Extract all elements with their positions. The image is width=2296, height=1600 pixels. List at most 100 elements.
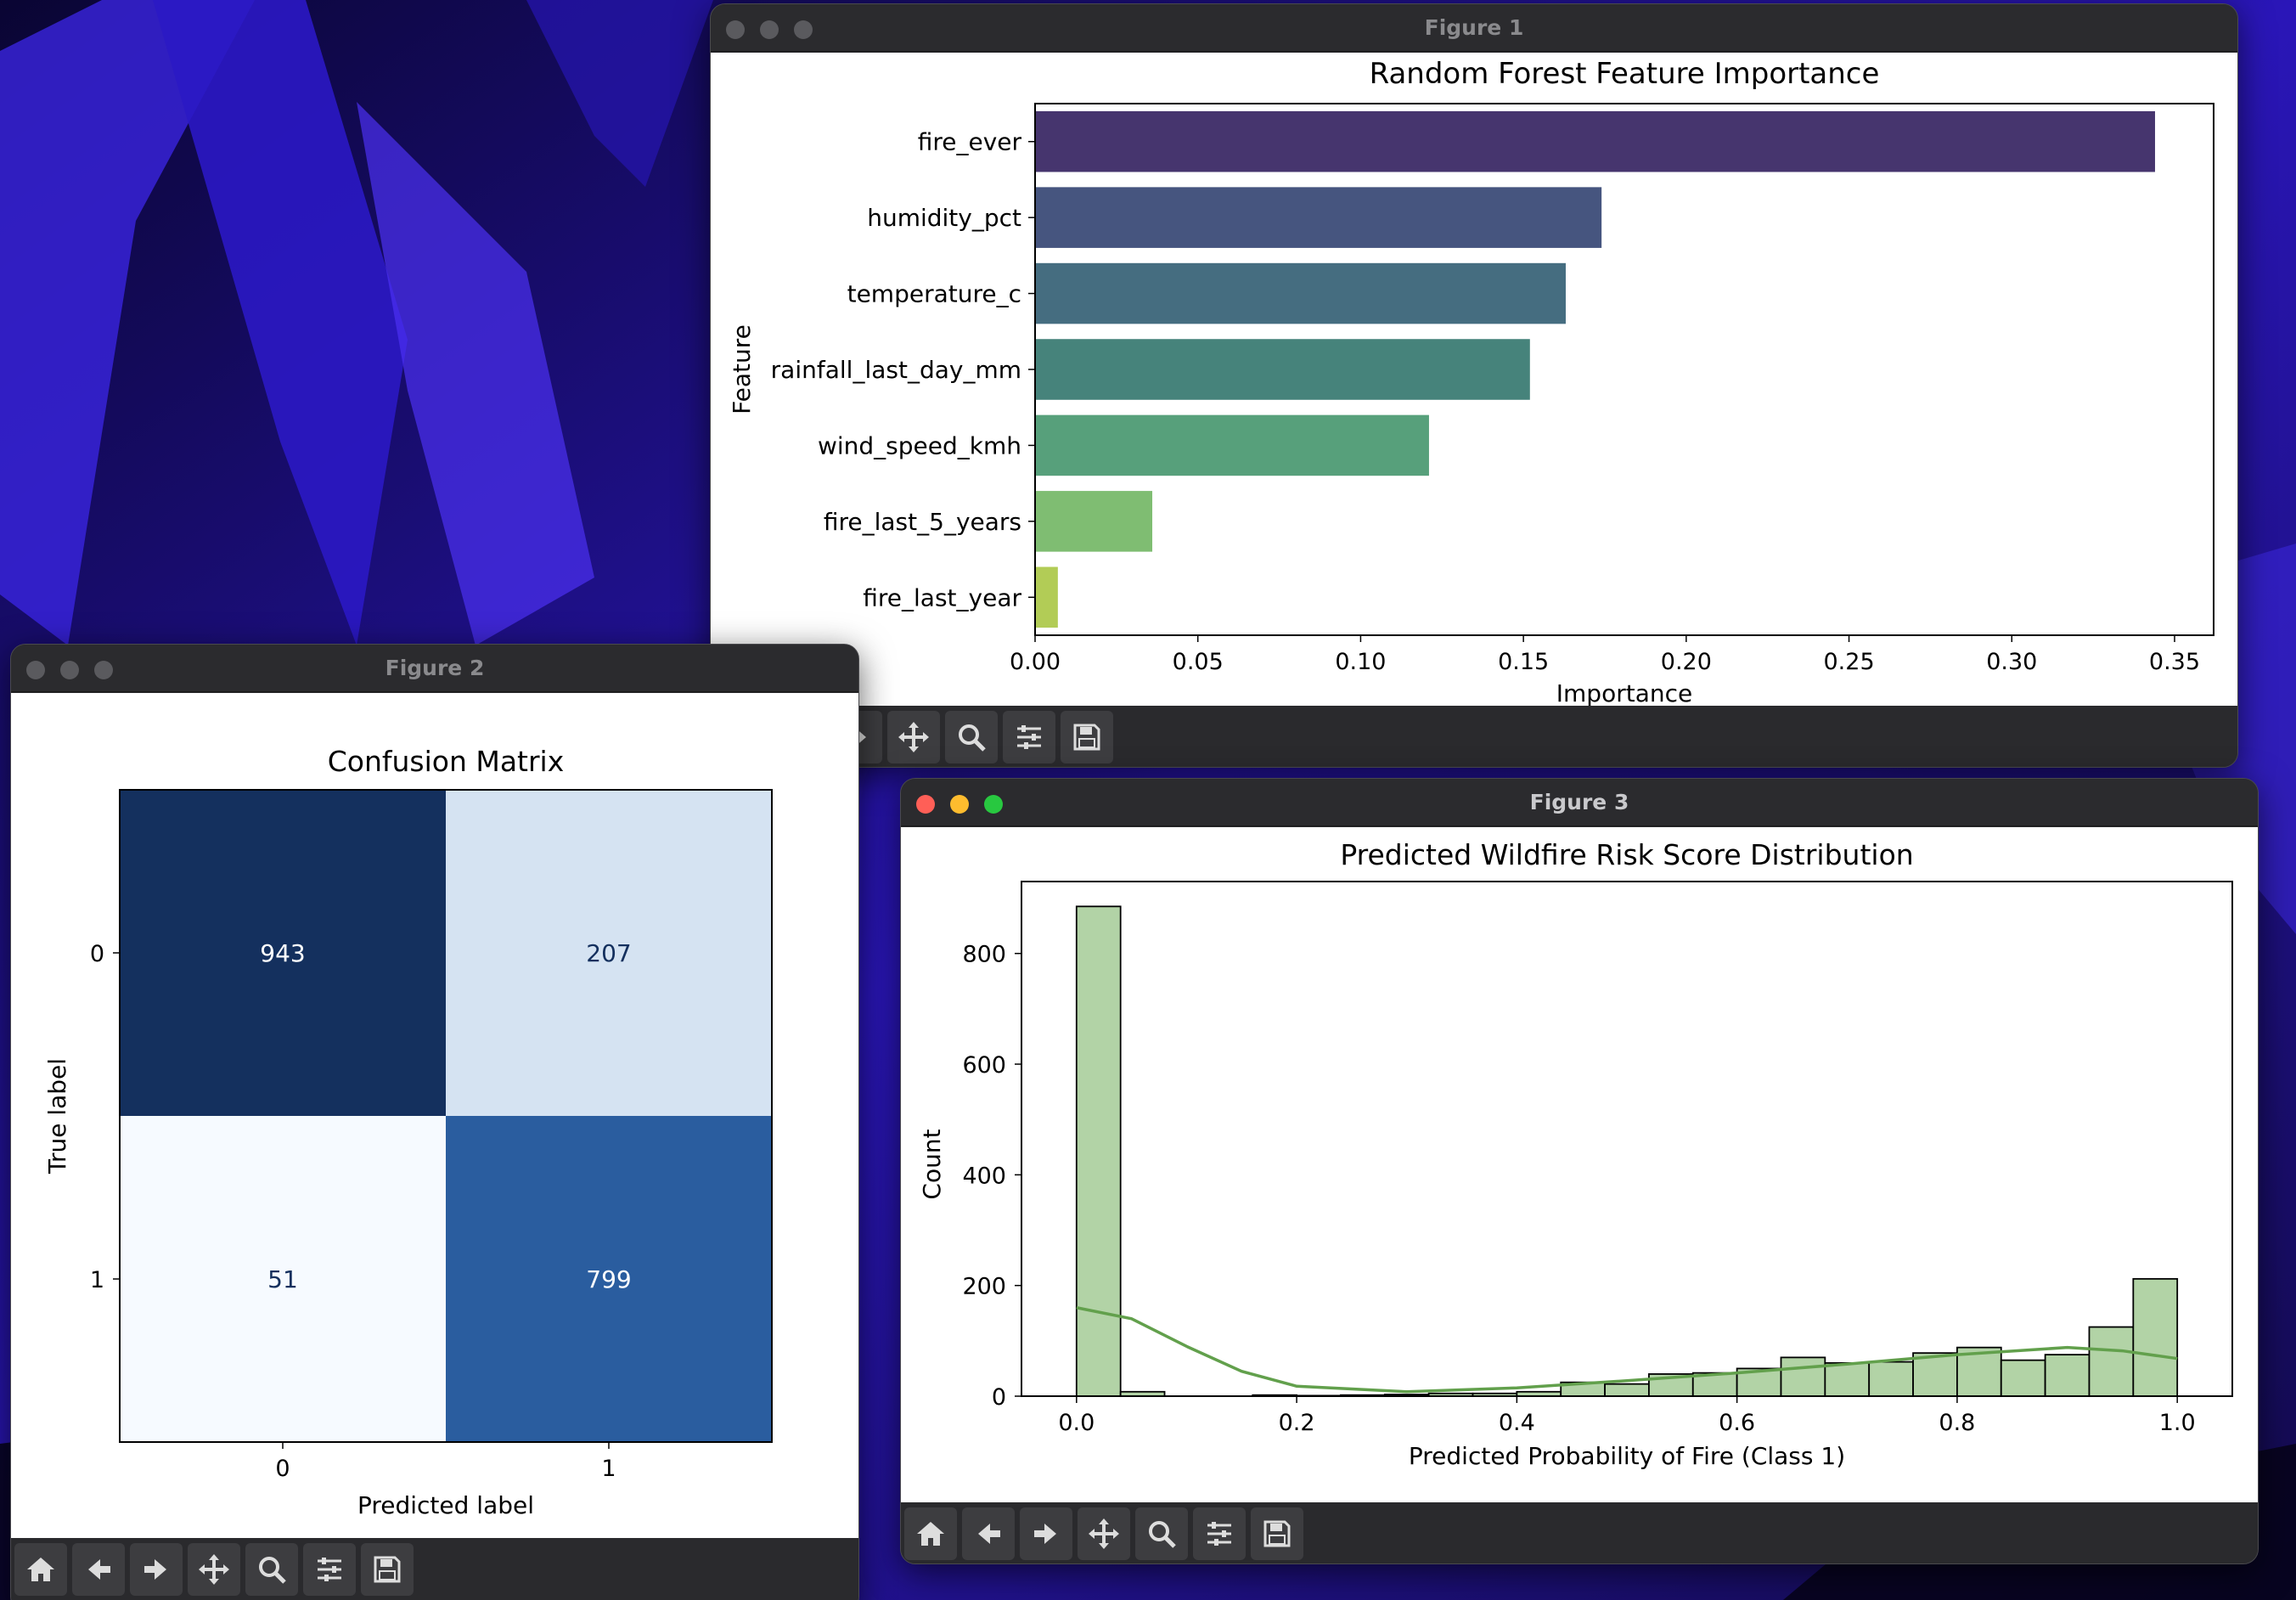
pan-icon bbox=[898, 722, 929, 752]
cell-value: 207 bbox=[586, 939, 631, 967]
zoom-button[interactable] bbox=[1135, 1507, 1188, 1560]
bar bbox=[1035, 339, 1530, 400]
forward-arrow-icon bbox=[1034, 1524, 1056, 1544]
x-tick-label: 0.35 bbox=[2149, 649, 2200, 675]
minimize-icon[interactable] bbox=[760, 20, 779, 39]
figure-2-titlebar[interactable]: Figure 2 bbox=[11, 645, 858, 692]
zoom-window-icon[interactable] bbox=[794, 20, 813, 39]
configure-subplots-button[interactable] bbox=[1193, 1507, 1246, 1560]
y-axis-label: Count bbox=[918, 1129, 946, 1199]
back-arrow-icon bbox=[978, 1524, 1000, 1544]
risk-distribution-chart: Predicted Wildfire Risk Score Distributi… bbox=[918, 838, 2233, 1470]
configure-subplots-button[interactable] bbox=[1003, 711, 1055, 763]
y-tick-label: fire_last_year bbox=[863, 583, 1021, 611]
y-tick-label: 200 bbox=[962, 1274, 1006, 1300]
histogram-bar bbox=[2000, 1359, 2046, 1397]
figure-1-titlebar[interactable]: Figure 1 bbox=[711, 4, 2237, 52]
matrix-cell bbox=[120, 1116, 446, 1442]
figure-1-canvas[interactable]: Random Forest Feature Importance fire_eve… bbox=[711, 53, 2237, 708]
configure-subplots-icon bbox=[1207, 1522, 1231, 1546]
back-arrow-icon bbox=[88, 1559, 110, 1580]
pan-button[interactable] bbox=[1078, 1507, 1130, 1560]
save-button[interactable] bbox=[361, 1543, 414, 1596]
home-button[interactable] bbox=[904, 1507, 957, 1560]
save-button[interactable] bbox=[1061, 711, 1113, 763]
figure-2-canvas[interactable]: Confusion Matrix 943 207 51 799 0 1 0 1 Predicted… bbox=[11, 693, 858, 1539]
y-tick-label: temperature_c bbox=[847, 280, 1021, 308]
forward-arrow-button[interactable] bbox=[1020, 1507, 1072, 1560]
zoom-icon bbox=[259, 1557, 286, 1584]
back-arrow-button[interactable] bbox=[72, 1543, 125, 1596]
close-icon[interactable] bbox=[916, 795, 935, 814]
figure-2-window[interactable]: Figure 2 Confusion Matrix 943 207 51 799 0 1 0 1… bbox=[10, 644, 859, 1600]
matrix-cell bbox=[120, 790, 446, 1116]
x-axis-label: Predicted label bbox=[357, 1491, 534, 1519]
zoom-button[interactable] bbox=[245, 1543, 298, 1596]
bar bbox=[1035, 110, 2155, 172]
pan-button[interactable] bbox=[887, 711, 940, 763]
x-tick-label: 0.20 bbox=[1661, 649, 1712, 675]
histogram-bar bbox=[1075, 905, 1122, 1397]
histogram-bar bbox=[1824, 1362, 1871, 1397]
y-axis-label: True label bbox=[43, 1058, 71, 1175]
x-tick-label: 0.15 bbox=[1498, 649, 1549, 675]
configure-subplots-button[interactable] bbox=[303, 1543, 356, 1596]
save-icon bbox=[374, 1556, 401, 1583]
home-button[interactable] bbox=[14, 1543, 67, 1596]
plot-frame bbox=[119, 789, 773, 1443]
forward-arrow-button[interactable] bbox=[130, 1543, 183, 1596]
x-tick-label: 0.05 bbox=[1173, 649, 1224, 675]
histogram-bar bbox=[2044, 1354, 2091, 1397]
save-button[interactable] bbox=[1251, 1507, 1303, 1560]
navigation-toolbar bbox=[901, 1502, 2258, 1563]
histogram-bar bbox=[1868, 1361, 1914, 1397]
home-icon bbox=[27, 1558, 54, 1581]
figure-3-window[interactable]: Figure 3 Predicted Wildfire Risk Score D… bbox=[900, 778, 2259, 1564]
chart-title: Random Forest Feature Importance bbox=[1370, 57, 1880, 91]
figure-1-window[interactable]: Figure 1 Random Forest Feature Importanc… bbox=[710, 3, 2238, 768]
y-tick-label: fire_ever bbox=[918, 128, 1022, 156]
figure-3-canvas[interactable]: Predicted Wildfire Risk Score Distributi… bbox=[901, 827, 2258, 1504]
bar bbox=[1035, 262, 1566, 324]
histogram-bar bbox=[1604, 1383, 1650, 1397]
zoom-icon bbox=[1149, 1521, 1176, 1548]
chart-title: Predicted Wildfire Risk Score Distributi… bbox=[1340, 838, 1913, 871]
confusion-matrix-chart: Confusion Matrix 943 207 51 799 0 1 0 1 Predicted… bbox=[43, 745, 773, 1519]
zoom-window-icon[interactable] bbox=[94, 661, 113, 679]
configure-subplots-icon bbox=[1017, 725, 1041, 749]
zoom-window-icon[interactable] bbox=[984, 795, 1003, 814]
y-axis-label: Feature bbox=[728, 324, 756, 414]
bar bbox=[1035, 566, 1058, 628]
y-tick-label: fire_last_5_years bbox=[824, 508, 1021, 536]
close-icon[interactable] bbox=[726, 20, 745, 39]
matrix-cell bbox=[446, 1116, 772, 1442]
y-tick-label: 1 bbox=[90, 1267, 104, 1293]
y-tick-label: 600 bbox=[962, 1052, 1006, 1079]
pan-icon bbox=[1089, 1518, 1119, 1549]
zoom-icon bbox=[959, 724, 986, 752]
zoom-button[interactable] bbox=[945, 711, 998, 763]
y-tick-label: rainfall_last_day_mm bbox=[771, 356, 1021, 384]
x-tick-label: 0.00 bbox=[1010, 649, 1061, 675]
save-icon bbox=[1263, 1520, 1291, 1547]
x-tick-label: 0.0 bbox=[1058, 1410, 1095, 1436]
plot-frame bbox=[1021, 881, 2233, 1397]
bar bbox=[1035, 187, 1602, 248]
minimize-icon[interactable] bbox=[950, 795, 969, 814]
feature-importance-chart: Random Forest Feature Importance fire_eve… bbox=[728, 57, 2214, 707]
x-tick-label: 1.0 bbox=[2159, 1410, 2196, 1436]
chart-title: Confusion Matrix bbox=[328, 745, 565, 778]
home-icon bbox=[917, 1522, 944, 1546]
kde-line bbox=[1076, 1306, 2178, 1394]
minimize-icon[interactable] bbox=[60, 661, 79, 679]
x-axis-label: Importance bbox=[1556, 679, 1692, 707]
close-icon[interactable] bbox=[26, 661, 45, 679]
y-tick-label: humidity_pct bbox=[867, 204, 1021, 232]
y-tick-label: 0 bbox=[90, 941, 104, 967]
figure-3-titlebar[interactable]: Figure 3 bbox=[901, 779, 2258, 826]
histogram-bar bbox=[2132, 1277, 2179, 1397]
pan-button[interactable] bbox=[188, 1543, 240, 1596]
bar bbox=[1035, 414, 1429, 476]
back-arrow-button[interactable] bbox=[962, 1507, 1015, 1560]
x-axis-label: Predicted Probability of Fire (Class 1) bbox=[1409, 1442, 1845, 1470]
